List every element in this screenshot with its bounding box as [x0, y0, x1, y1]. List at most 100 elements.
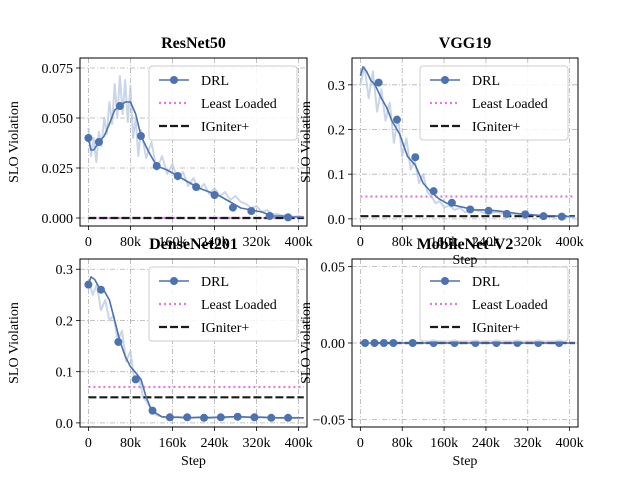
- series-drl-point: [429, 187, 438, 196]
- series-drl-point: [233, 412, 242, 421]
- series-drl-point: [502, 209, 511, 218]
- series-drl-point: [361, 339, 370, 347]
- series-drl-point: [447, 198, 456, 207]
- series-drl-point: [284, 213, 293, 222]
- x-tick-label: 80k: [120, 235, 141, 250]
- y-axis-label: SLO Violation: [7, 302, 22, 384]
- chart-panel-2: 0 80k 160k 240k 320k 400k 0.0 0.1 0.2 0.3 DenseNet…: [7, 236, 313, 469]
- series-drl-point: [250, 413, 259, 422]
- x-tick-label: 320k: [514, 235, 542, 250]
- series-drl-point: [389, 339, 398, 347]
- raw-noise-line: [87, 75, 304, 218]
- series-drl-point: [484, 206, 493, 215]
- chart-panel-3: 0 80k 160k 240k 320k 400k −0.05 0.00 0.05 MobileN…: [299, 236, 584, 469]
- legend-label: DRL: [472, 74, 500, 89]
- series-drl-point: [370, 339, 379, 347]
- chart-title: VGG19: [439, 35, 491, 52]
- legend-box: [419, 266, 569, 342]
- series-drl-point: [284, 413, 293, 422]
- y-tick-label: 0.1: [56, 366, 74, 381]
- legend-box: [148, 266, 298, 342]
- series-drl-point: [148, 406, 157, 415]
- series-drl-point: [228, 203, 237, 212]
- legend-label: Least Loaded: [201, 97, 277, 112]
- series-drl-point: [521, 210, 530, 219]
- x-tick-label: 0: [85, 436, 92, 451]
- series-drl-point: [183, 413, 192, 422]
- y-tick-label: 0.050: [42, 112, 74, 127]
- x-tick-label: 400k: [285, 436, 313, 451]
- series-drl-point: [200, 413, 209, 422]
- legend-drl-marker: [441, 76, 449, 84]
- plot-area: [84, 276, 304, 422]
- series-drl-point: [173, 172, 182, 180]
- y-tick-label: 0.0: [328, 213, 346, 228]
- series-drl-point: [408, 339, 417, 347]
- legend-label: DRL: [201, 275, 229, 290]
- legend-label: IGniter+: [201, 120, 249, 135]
- legend-label: Least Loaded: [472, 97, 548, 112]
- y-tick-label: 0.1: [328, 168, 346, 183]
- legend-drl-marker: [170, 277, 178, 285]
- series-drl-point: [97, 285, 106, 294]
- series-drl-point: [539, 212, 548, 221]
- series-drl-point: [466, 205, 475, 214]
- chart-title: ResNet50: [161, 35, 226, 52]
- x-tick-label: 0: [357, 436, 364, 451]
- x-tick-label: 80k: [120, 436, 141, 451]
- x-tick-label: 400k: [556, 235, 584, 250]
- x-tick-label: 240k: [472, 235, 500, 250]
- x-tick-label: 160k: [158, 235, 186, 250]
- chart-title: MobileNet-V2: [417, 236, 514, 253]
- x-tick-label: 80k: [392, 436, 413, 451]
- legend-label: DRL: [201, 74, 229, 89]
- x-tick-label: 160k: [430, 436, 458, 451]
- x-tick-label: 240k: [201, 235, 229, 250]
- y-tick-label: 0.05: [321, 261, 346, 276]
- x-axis-label: Step: [453, 454, 478, 469]
- x-tick-label: 0: [357, 235, 364, 250]
- series-drl-point: [392, 115, 401, 124]
- legend-drl-marker: [441, 277, 449, 285]
- series-drl-point: [411, 153, 420, 162]
- y-axis-label: SLO Violation: [299, 302, 314, 384]
- legend-label: DRL: [472, 275, 500, 290]
- series-drl-point: [192, 183, 201, 191]
- series-drl-point: [131, 375, 140, 384]
- x-tick-label: 160k: [158, 436, 186, 451]
- chart-panel-0: 0 80k 160k 240k 320k 400k 0.000 0.025 0.050 0.075…: [7, 35, 313, 250]
- plot-frame: [351, 57, 579, 227]
- legend-label: Least Loaded: [201, 298, 277, 313]
- series-drl-point: [265, 212, 274, 220]
- series-drl-line: [359, 66, 575, 218]
- series-drl-point: [165, 413, 174, 422]
- x-tick-label: 400k: [285, 235, 313, 250]
- legend-label: IGniter+: [472, 321, 520, 336]
- series-drl-point: [374, 78, 383, 87]
- series-drl-point: [210, 191, 219, 199]
- legend-label: Least Loaded: [472, 298, 548, 313]
- y-tick-label: 0.00: [321, 337, 346, 352]
- series-drl-point: [84, 280, 93, 289]
- x-tick-label: 320k: [243, 235, 271, 250]
- series-drl-point: [557, 212, 566, 221]
- series-drl-point: [94, 138, 103, 146]
- legend-box: [148, 65, 298, 141]
- series-drl-point: [247, 207, 256, 215]
- y-tick-label: 0.000: [42, 212, 74, 227]
- x-tick-label: 0: [85, 235, 92, 250]
- legend-label: IGniter+: [201, 321, 249, 336]
- y-tick-label: 0.075: [42, 62, 74, 77]
- series-drl-point: [115, 102, 124, 110]
- series-drl-point: [152, 162, 161, 170]
- y-axis-label: SLO Violation: [299, 101, 314, 183]
- plot-area: [84, 75, 304, 222]
- series-drl-point: [379, 339, 388, 347]
- legend-label: IGniter+: [472, 120, 520, 135]
- series-drl-point: [136, 132, 145, 140]
- y-axis-label: SLO Violation: [7, 101, 22, 183]
- series-drl-point: [84, 134, 93, 142]
- plot-frame: [79, 258, 308, 428]
- x-axis-label: Step: [453, 253, 478, 268]
